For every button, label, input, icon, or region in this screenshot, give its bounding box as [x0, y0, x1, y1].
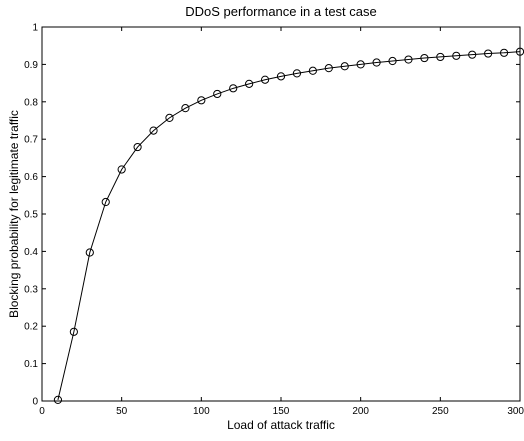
y-tick-label: 0.5: [24, 210, 38, 221]
data-point-marker: [101, 197, 110, 207]
y-tick-label: 0.6: [24, 172, 38, 183]
data-point-marker: [420, 53, 429, 63]
data-point-marker: [468, 50, 477, 59]
data-point-marker: [499, 48, 509, 57]
y-tick-label: 0.4: [24, 247, 38, 258]
data-point-marker: [372, 58, 381, 67]
x-axis-label: Load of attack traffic: [227, 418, 335, 432]
y-axis-label: Blocking probability for legitimate traf…: [7, 110, 21, 318]
y-tick-label: 0: [32, 397, 38, 408]
data-point-marker: [260, 75, 270, 84]
data-point-marker: [85, 248, 94, 257]
data-point-marker: [213, 89, 222, 99]
data-point-marker: [149, 126, 158, 135]
data-point-marker: [117, 165, 126, 174]
data-point-marker: [165, 113, 174, 122]
data-point-marker: [436, 52, 445, 62]
y-tick-label: 0.7: [24, 135, 38, 146]
x-axis: 0 50 100 150 200 250 300: [39, 27, 524, 417]
x-tick-label: 50: [116, 406, 128, 417]
series-line: [57, 51, 521, 400]
x-tick-label: 150: [273, 406, 290, 417]
data-point-marker: [452, 51, 461, 60]
data-point-marker: [292, 69, 302, 78]
data-point-marker: [324, 64, 333, 73]
series-layer: [53, 47, 524, 404]
x-tick-label: 200: [352, 406, 369, 417]
y-axis: 0 0.1 0.2 0.3 0.4 0.5 0.6 0.7 0.8 0.9 1: [24, 23, 520, 408]
data-point-marker: [181, 104, 190, 113]
x-tick-label: 300: [507, 406, 524, 417]
y-tick-label: 0.2: [24, 322, 38, 333]
data-point-marker: [356, 60, 365, 69]
y-tick-label: 1: [32, 23, 38, 34]
plot-area-frame: [41, 26, 521, 402]
data-point-marker: [69, 327, 78, 336]
data-point-marker: [404, 55, 413, 64]
data-point-marker: [229, 84, 238, 93]
y-tick-label: 0.3: [24, 284, 38, 295]
data-point-marker: [53, 395, 63, 404]
data-point-marker: [133, 142, 142, 152]
x-tick-label: 0: [39, 406, 45, 417]
x-tick-label: 250: [432, 406, 449, 417]
y-tick-label: 0.1: [24, 359, 38, 370]
data-point-marker: [197, 96, 206, 105]
data-point-marker: [340, 62, 349, 71]
data-point-marker: [388, 56, 397, 66]
data-point-marker: [276, 72, 286, 81]
data-point-marker: [308, 66, 317, 75]
data-point-marker: [484, 49, 493, 58]
y-tick-label: 0.8: [24, 97, 38, 108]
data-point-marker: [245, 79, 254, 88]
x-tick-label: 100: [193, 406, 210, 417]
y-tick-label: 0.9: [24, 60, 38, 71]
chart-title: DDoS performance in a test case: [185, 4, 376, 19]
